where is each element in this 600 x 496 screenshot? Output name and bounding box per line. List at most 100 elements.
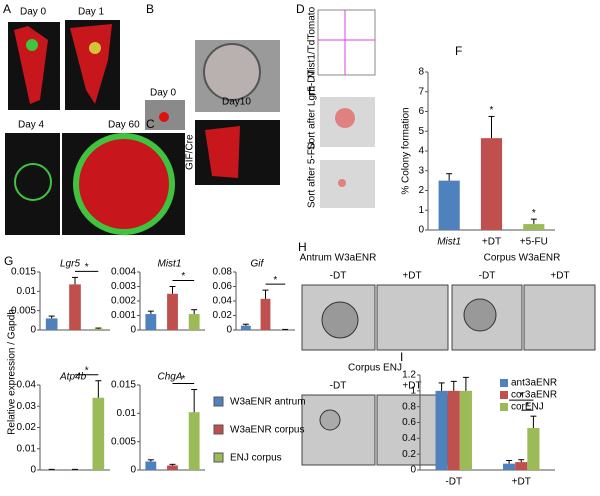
y-tick-label: 0 — [410, 465, 416, 476]
y-tick-label: 0.04 — [17, 380, 37, 391]
bar — [481, 138, 502, 230]
y-tick-label: 0.8 — [402, 401, 416, 412]
image — [338, 179, 346, 187]
significance: * — [181, 374, 185, 385]
y-tick-label: 0.01 — [117, 408, 137, 419]
y-tick-label: 0 — [30, 325, 36, 336]
y-tick-label: 1 — [418, 205, 424, 216]
image-label: Day 4 — [18, 120, 45, 131]
x-tick-label: +DT — [482, 237, 501, 248]
significance: * — [525, 401, 529, 412]
image — [318, 10, 375, 75]
significance: * — [490, 105, 494, 116]
chart-title: Atp4b — [59, 372, 87, 383]
y-tick-label: 0 — [130, 325, 136, 336]
image — [302, 395, 375, 465]
x-tick-label: +DT — [512, 477, 531, 488]
axis-title: Relative expression / Gapdh — [7, 309, 18, 435]
legend-label: W3aENR antrum — [230, 397, 306, 408]
chart-title: Mist1 — [158, 259, 182, 270]
image — [464, 299, 496, 331]
y-tick-label: 0.06 — [213, 281, 233, 292]
image-label: -DT — [330, 381, 347, 392]
y-tick-label: 0.02 — [17, 422, 37, 433]
y-tick-label: 0.004 — [111, 267, 136, 278]
image — [76, 136, 172, 232]
y-tick-label: 6 — [418, 106, 424, 117]
bar — [460, 391, 472, 470]
y-tick-label: 0.08 — [213, 267, 233, 278]
bar — [145, 314, 156, 330]
y-tick-label: 7 — [418, 86, 424, 97]
bar — [436, 391, 448, 470]
y-tick-label: 4 — [418, 146, 424, 157]
legend-label: ant3aENR — [511, 378, 557, 389]
y-tick-label: 0.003 — [111, 281, 136, 292]
significance: * — [519, 391, 523, 402]
x-tick-label: Mist1 — [437, 237, 461, 248]
image-label: Day 0 — [20, 7, 47, 18]
y-tick-label: 5 — [418, 126, 424, 137]
bar — [69, 284, 81, 330]
bar — [448, 391, 460, 470]
image — [322, 302, 358, 338]
image-label: Sort after 5-FU — [307, 142, 318, 208]
legend-swatch — [500, 403, 508, 411]
y-tick-label: 0.01 — [17, 286, 37, 297]
bar — [515, 462, 527, 470]
y-tick-label: 1 — [410, 385, 416, 396]
y-tick-label: 0.04 — [213, 296, 233, 307]
significance: * — [85, 262, 89, 273]
bar — [503, 464, 515, 470]
panel-letter: F — [455, 44, 462, 58]
image — [26, 39, 38, 51]
y-tick-label: 0.02 — [213, 310, 233, 321]
y-tick-label: 0.03 — [17, 401, 37, 412]
significance: * — [181, 271, 185, 282]
y-tick-label: 0 — [130, 465, 136, 476]
image-label: -DT — [330, 271, 347, 282]
image — [320, 160, 375, 208]
y-tick-label: 3 — [418, 165, 424, 176]
bar — [527, 428, 539, 470]
legend-label: ENJ corpus — [230, 453, 282, 464]
y-tick-label: 0.005 — [11, 305, 36, 316]
y-tick-label: 0.005 — [111, 436, 136, 447]
chart-title: Gif — [251, 259, 265, 270]
significance: * — [273, 275, 277, 286]
image-label: Antrum W3aENR — [300, 253, 377, 264]
image-label: Sort after Lgr5-DT — [307, 69, 318, 150]
panel-letter: D — [296, 2, 305, 16]
image-label: -DT — [479, 271, 496, 282]
x-tick-label: -DT — [445, 477, 462, 488]
bar — [261, 299, 271, 330]
bar — [93, 398, 105, 470]
image — [204, 44, 260, 100]
image-label: Day10 — [222, 97, 251, 108]
panel-letter: C — [146, 117, 155, 131]
y-tick-label: 0.4 — [402, 433, 416, 444]
image-label: Mist1/TdTomato — [307, 6, 318, 78]
image-label: +DT — [402, 271, 421, 282]
legend-swatch — [214, 425, 223, 434]
image-label: Corpus ENJ — [348, 363, 402, 374]
legend-swatch — [500, 379, 508, 387]
chart-title: ChgA — [158, 372, 183, 383]
bar — [93, 329, 105, 330]
y-tick-label: 0 — [30, 465, 36, 476]
image — [524, 285, 595, 350]
bar — [523, 224, 544, 230]
image-label: Corpus W3aENR — [484, 253, 561, 264]
legend-label: cor3aENR — [511, 390, 557, 401]
image-label: Day 0 — [150, 88, 177, 99]
image — [89, 42, 101, 54]
legend-swatch — [214, 397, 223, 406]
y-tick-label: 0.01 — [17, 443, 37, 454]
y-tick-label: 0.015 — [11, 267, 36, 278]
image — [335, 108, 355, 128]
y-tick-label: 1.2 — [402, 370, 416, 381]
image — [159, 112, 169, 122]
bar — [241, 326, 251, 330]
axis-title: % Colony formation — [401, 107, 412, 194]
bar — [167, 465, 178, 470]
